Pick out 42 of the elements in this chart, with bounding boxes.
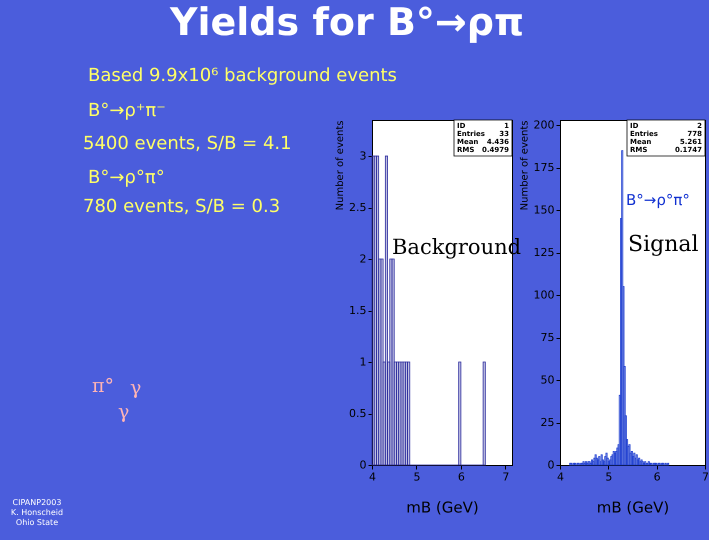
text: π° xyxy=(92,375,114,397)
x-tick-label: 5 xyxy=(605,470,612,484)
y-tick-label: 150 xyxy=(534,204,554,217)
x-axis-title: mB (GeV) xyxy=(596,498,670,516)
x-tick-label: 6 xyxy=(654,470,661,484)
text: K. Honscheid xyxy=(10,508,64,517)
annotation: Signal xyxy=(628,232,699,257)
x-axis-title: mB (GeV) xyxy=(406,498,479,516)
y-tick-label: 50 xyxy=(540,374,554,387)
text: Ohio State xyxy=(16,518,58,527)
y-tick-label: 0 xyxy=(548,458,554,472)
y-tick-label: 125 xyxy=(534,246,554,260)
text: γ xyxy=(130,377,142,399)
y-tick-label: 1 xyxy=(360,356,366,369)
y-tick-label: 25 xyxy=(540,416,554,430)
text: Based 9.9x10⁶ background events xyxy=(88,65,397,86)
y-tick-label: 2 xyxy=(360,252,366,266)
y-tick-label: 0 xyxy=(360,458,366,472)
y-tick-label: 0.5 xyxy=(349,407,366,420)
text: B°→ρ°π° xyxy=(88,167,165,188)
y-tick-label: 175 xyxy=(534,161,554,174)
text: 5400 events, S/B = 4.1 xyxy=(83,133,292,154)
y-tick-label: 100 xyxy=(534,288,554,302)
y-tick-label: 75 xyxy=(540,331,554,344)
x-tick-label: 7 xyxy=(502,470,510,484)
x-tick-label: 6 xyxy=(458,470,465,484)
text: CIPANP2003 xyxy=(12,498,62,507)
annotation: B°→ρ°π° xyxy=(626,191,690,209)
text: γ xyxy=(118,401,130,423)
x-tick-label: 4 xyxy=(557,470,564,484)
y-axis-title: Number of events xyxy=(335,120,346,210)
x-tick-label: 4 xyxy=(369,470,376,484)
y-tick-label: 2.5 xyxy=(349,201,366,214)
y-tick-label: 200 xyxy=(534,118,554,132)
y-axis-title: Number of events xyxy=(520,120,531,210)
text: B°→ρ⁺π⁻ xyxy=(88,100,166,121)
x-tick-label: 7 xyxy=(702,470,709,484)
text: 780 events, S/B = 0.3 xyxy=(83,196,280,217)
x-tick-label: 5 xyxy=(413,470,420,484)
y-tick-label: 1.5 xyxy=(349,304,366,318)
y-tick-label: 3 xyxy=(360,150,366,163)
text: Yields for B°→ρπ xyxy=(168,0,524,44)
